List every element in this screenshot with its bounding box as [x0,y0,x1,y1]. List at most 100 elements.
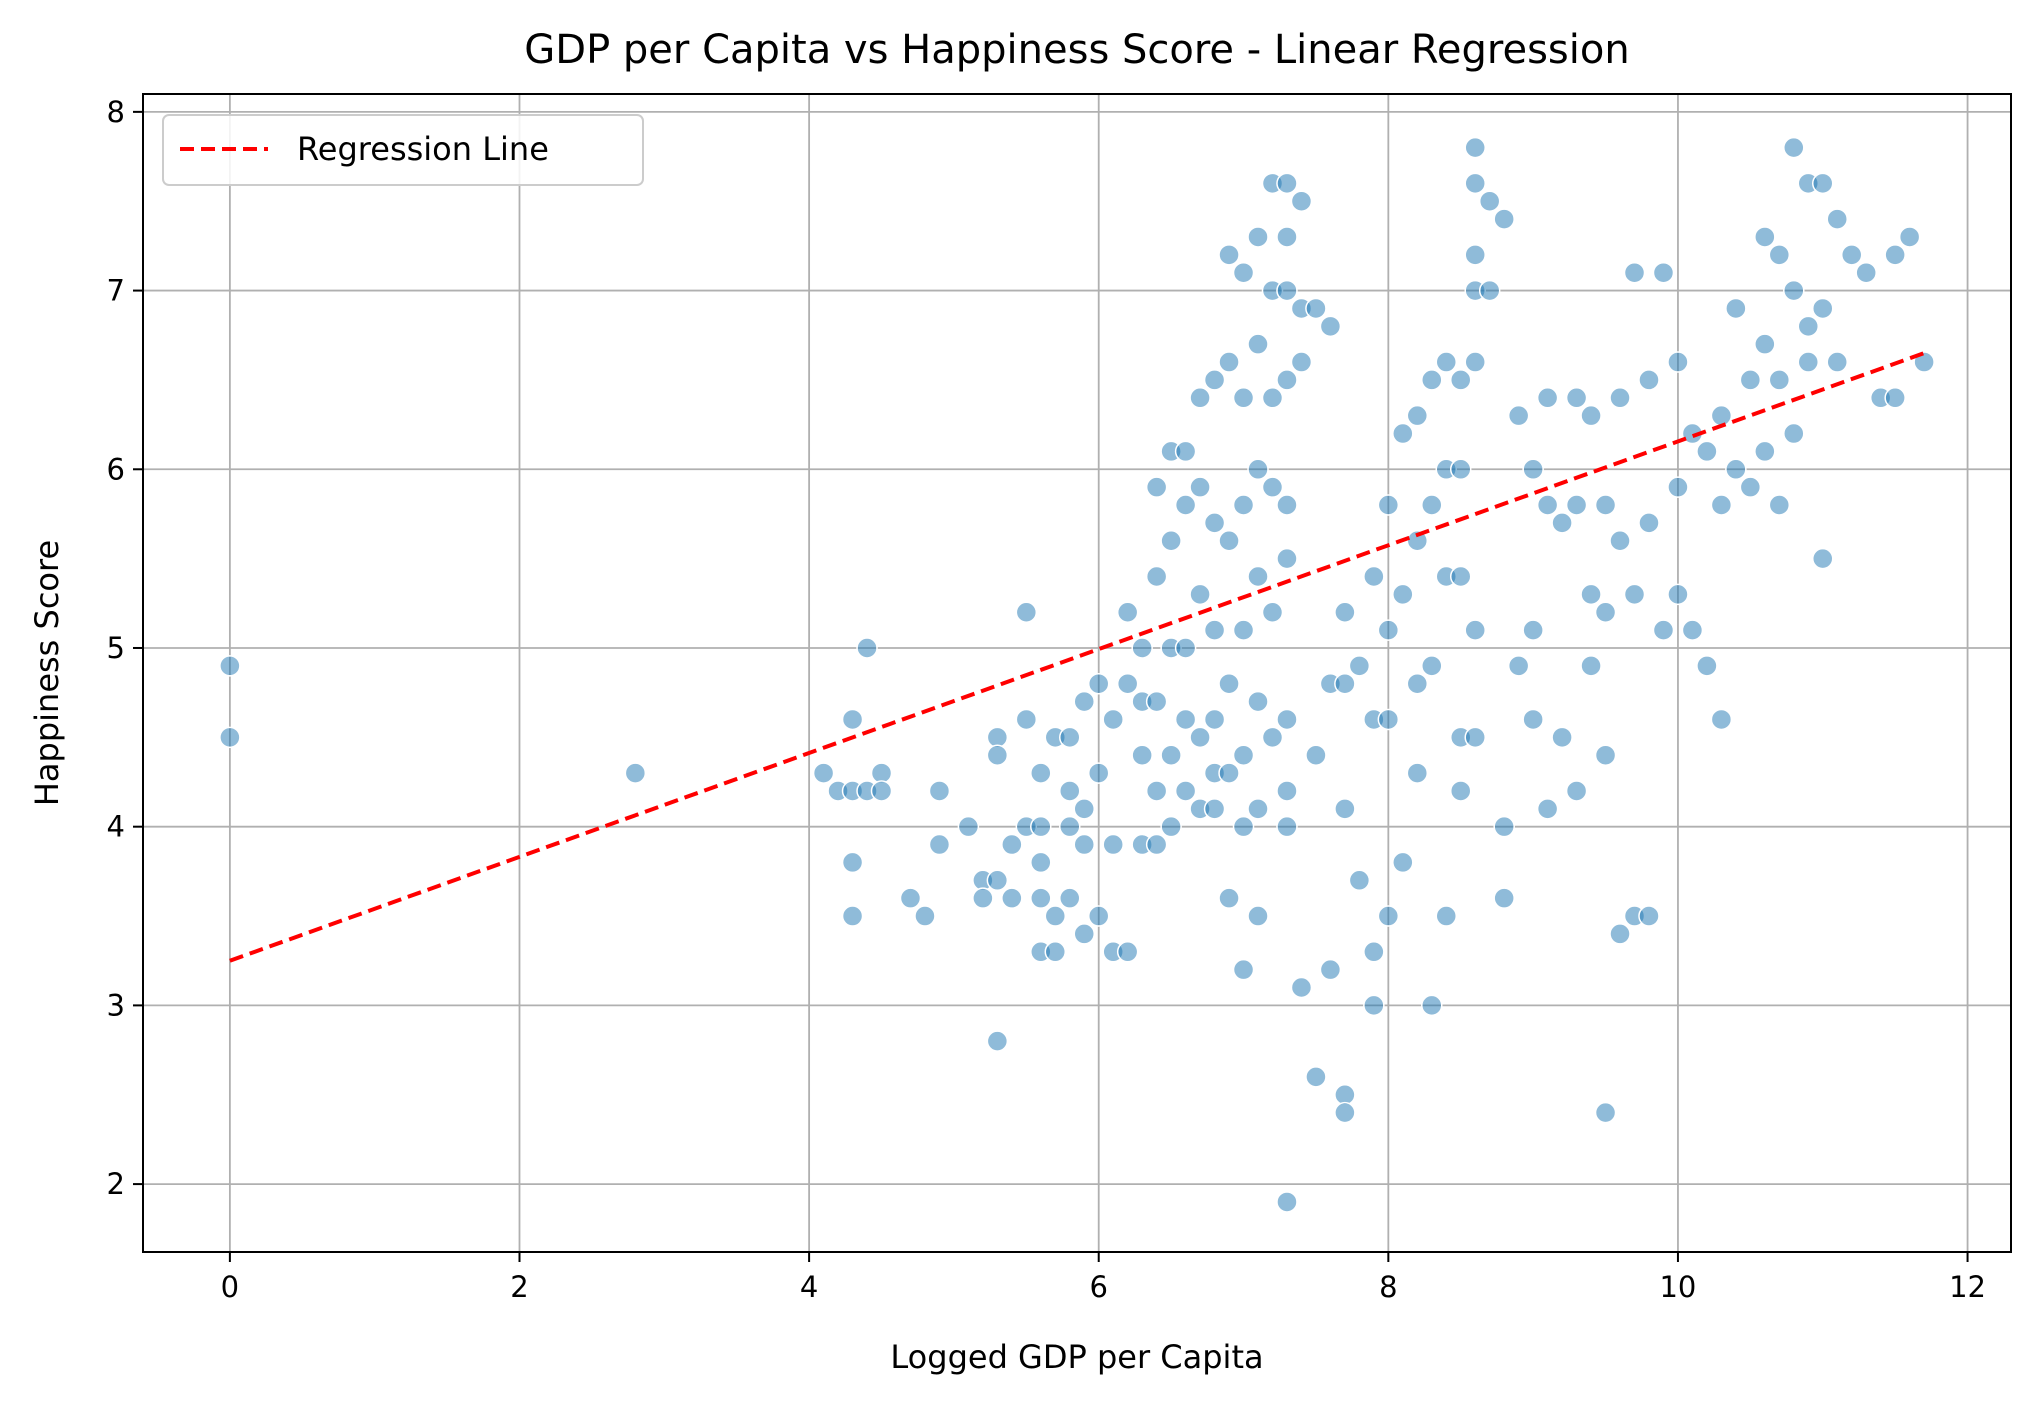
data-point [1218,887,1240,909]
data-point [1464,726,1486,749]
data-point [1189,583,1211,606]
x-tick-label: 6 [1089,1270,1107,1304]
data-point [1507,655,1530,677]
data-point [1536,387,1559,409]
data-point [1812,172,1834,195]
data-point [1884,244,1906,266]
data-point [1638,905,1660,927]
data-point [928,780,951,802]
data-point [1203,512,1226,534]
x-tick-label: 8 [1379,1270,1397,1304]
data-point [841,708,864,731]
data-point [1319,315,1342,338]
data-point [1913,351,1935,373]
data-point [1392,422,1414,445]
data-point [1276,708,1298,731]
legend-box [162,114,644,186]
data-point [1493,208,1515,230]
data-point [1768,369,1791,391]
data-point [1276,279,1298,302]
data-point [1174,637,1197,659]
data-point [1754,333,1776,355]
data-point [1174,708,1197,731]
data-point [1449,780,1472,802]
data-point [1247,690,1269,713]
chart-title: GDP per Capita vs Happiness Score - Line… [524,27,1629,73]
data-point [1623,261,1646,284]
data-point [1739,369,1762,391]
data-point [1145,565,1168,588]
data-point [1536,798,1559,820]
data-point [1667,351,1689,373]
data-point [1826,351,1848,373]
data-points [219,136,1935,1213]
data-point [1131,637,1153,659]
data-point [841,851,864,874]
data-point [1464,172,1486,195]
y-tick-label: 7 [107,274,125,308]
data-point [1116,672,1139,695]
data-point [1247,565,1269,588]
data-point [1406,762,1429,784]
data-point [856,637,878,659]
data-point [1030,887,1052,909]
data-point [1696,440,1718,463]
data-point [1551,512,1573,534]
data-point [1855,261,1877,284]
data-point [1565,387,1588,409]
y-tick-label: 5 [107,631,125,665]
data-point [1421,655,1443,677]
data-point [1377,494,1400,516]
data-point [1059,726,1081,749]
data-point [1232,387,1255,409]
data-point [1710,494,1733,516]
data-point [1768,244,1791,266]
regression-line [229,351,1925,963]
data-point [1565,494,1588,516]
data-point [1449,369,1472,391]
data-point [1638,512,1660,534]
plot-frame [142,93,2012,1253]
data-point [1536,494,1559,516]
x-axis-label: Logged GDP per Capita [890,1338,1263,1376]
data-point [1232,815,1255,838]
data-point [1667,583,1689,606]
data-point [1739,476,1762,498]
data-point [1218,530,1240,552]
data-point [1797,315,1820,338]
data-point [928,833,951,856]
data-point [1594,744,1617,766]
data-point [1493,887,1515,909]
data-point [1247,458,1269,481]
data-point [1464,136,1486,159]
data-point [1189,476,1211,498]
data-point [1145,833,1168,856]
data-point [1145,690,1168,713]
data-point [1087,905,1110,927]
data-point [1464,619,1486,641]
data-point [1840,244,1863,266]
y-tick-label: 4 [107,810,125,844]
data-point [1203,369,1226,391]
data-point [1449,565,1472,588]
data-point [1334,798,1356,820]
data-point [1044,941,1067,963]
data-point [1710,708,1733,731]
data-point [219,726,241,749]
data-point [1116,601,1139,623]
data-point [1174,494,1197,516]
legend: Regression Line [162,114,644,186]
data-point [1160,744,1182,766]
data-point [1565,780,1588,802]
data-point [1116,941,1139,963]
data-point [1131,744,1153,766]
data-point [1826,208,1848,230]
data-point [1580,655,1602,677]
data-point [1059,887,1081,909]
data-point [1392,583,1414,606]
data-point [841,905,864,927]
data-point [1290,190,1313,212]
data-point [957,815,980,838]
x-tick-label: 12 [1949,1270,1986,1304]
gridlines [143,94,2011,1252]
